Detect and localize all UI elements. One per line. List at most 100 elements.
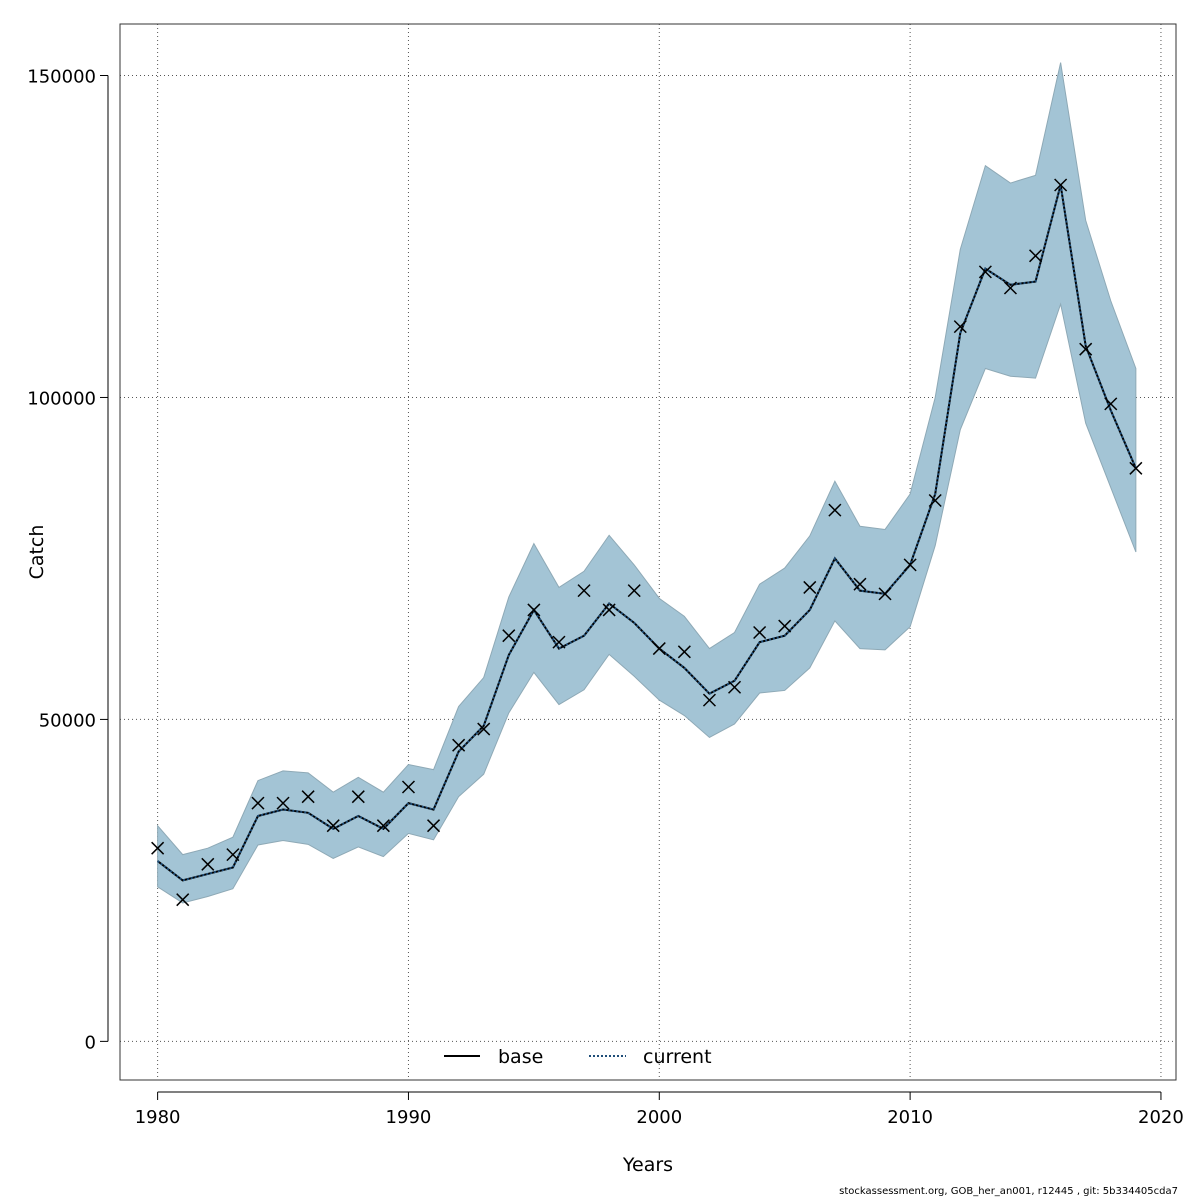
observed-point-1982 — [201, 857, 215, 871]
observed-point-1993 — [477, 722, 491, 736]
observed-point-2010 — [903, 558, 917, 572]
marker-stroke-b — [326, 819, 340, 833]
marker-stroke-b — [226, 848, 240, 862]
observed-point-1984 — [251, 796, 265, 810]
grid — [120, 24, 1176, 1080]
legend-label-base: base — [498, 1046, 543, 1068]
series-line-base — [157, 184, 1137, 882]
observed-point-2001 — [677, 645, 691, 659]
marker-stroke-b — [351, 790, 365, 804]
x-tick-label-2010: 2010 — [887, 1107, 933, 1128]
marker-stroke-b — [878, 587, 892, 601]
observed-markers — [151, 178, 1143, 907]
observed-point-2015 — [1029, 249, 1043, 263]
observed-point-2016 — [1054, 178, 1068, 192]
y-tick-label-150000: 150000 — [27, 67, 96, 88]
observed-point-1994 — [502, 629, 516, 643]
marker-stroke-b — [803, 580, 817, 594]
marker-stroke-b — [1054, 178, 1068, 192]
marker-stroke-b — [953, 320, 967, 334]
observed-point-1991 — [427, 819, 441, 833]
observed-point-2004 — [753, 625, 767, 640]
observed-point-2019 — [1129, 461, 1143, 475]
x-tick-label-2000: 2000 — [636, 1107, 682, 1128]
marker-stroke-b — [1104, 397, 1118, 411]
marker-stroke-b — [201, 857, 215, 871]
y-tick-label-100000: 100000 — [27, 388, 96, 409]
observed-point-1983 — [226, 848, 240, 862]
observed-point-2018 — [1104, 397, 1118, 411]
marker-stroke-b — [1079, 342, 1093, 356]
marker-stroke-b — [828, 503, 842, 517]
marker-stroke-b — [276, 796, 290, 810]
marker-stroke-b — [652, 642, 666, 656]
observed-point-2002 — [702, 693, 716, 707]
marker-stroke-b — [552, 635, 566, 649]
marker-stroke-b — [602, 603, 616, 617]
axes — [100, 75, 1162, 1100]
marker-stroke-b — [502, 629, 516, 643]
marker-stroke-b — [753, 625, 767, 640]
marker-stroke-b — [452, 738, 466, 752]
observed-point-1989 — [376, 819, 390, 833]
observed-point-2003 — [728, 680, 742, 694]
x-tick-label-2020: 2020 — [1138, 1107, 1184, 1128]
observed-point-2006 — [803, 580, 817, 594]
marker-stroke-b — [301, 790, 315, 804]
marker-stroke-b — [853, 577, 867, 591]
observed-point-1981 — [176, 893, 190, 907]
observed-point-2009 — [878, 587, 892, 601]
y-tick-label-50000: 50000 — [39, 710, 96, 731]
marker-stroke-b — [903, 558, 917, 572]
observed-point-2017 — [1079, 342, 1093, 356]
marker-stroke-b — [1003, 281, 1017, 295]
observed-point-1996 — [552, 635, 566, 649]
observed-point-2005 — [778, 619, 792, 633]
observed-point-1999 — [627, 584, 641, 598]
legend-label-current: current — [643, 1046, 712, 1068]
observed-point-2012 — [953, 320, 967, 334]
marker-stroke-b — [527, 603, 541, 617]
observed-point-1985 — [276, 796, 290, 810]
observed-point-1980 — [151, 841, 165, 855]
y-tick-label-0: 0 — [85, 1032, 96, 1053]
marker-stroke-b — [978, 265, 992, 279]
x-tick-label-1980: 1980 — [135, 1107, 181, 1128]
marker-stroke-b — [728, 680, 742, 694]
footer-credit: stockassessment.org, GOB_her_an001, r124… — [839, 1186, 1178, 1197]
marker-stroke-b — [251, 796, 265, 810]
marker-stroke-b — [778, 619, 792, 633]
marker-stroke-b — [1129, 461, 1143, 475]
series-lines — [157, 184, 1137, 882]
observed-point-1997 — [577, 584, 591, 598]
marker-stroke-b — [401, 780, 415, 794]
plot-frame — [119, 23, 1177, 1081]
observed-point-1998 — [602, 603, 616, 617]
observed-point-1987 — [326, 819, 340, 833]
observed-point-1990 — [401, 780, 415, 794]
legend: base current — [444, 1046, 712, 1068]
marker-stroke-b — [151, 841, 165, 855]
observed-point-1986 — [301, 790, 315, 804]
marker-stroke-b — [627, 584, 641, 598]
marker-stroke-b — [477, 722, 491, 736]
observed-point-1988 — [351, 790, 365, 804]
marker-stroke-b — [427, 819, 441, 833]
x-axis-title: Years — [622, 1154, 673, 1176]
observed-point-2007 — [828, 503, 842, 517]
observed-point-2014 — [1003, 281, 1017, 295]
tick-labels: 1980 1990 2000 2010 2020 0 50000 100000 150000 — [27, 67, 1184, 1128]
marker-stroke-b — [677, 645, 691, 659]
confidence-band-area — [157, 62, 1137, 904]
marker-stroke-b — [928, 493, 942, 508]
observed-point-2013 — [978, 265, 992, 279]
observed-point-2000 — [652, 642, 666, 656]
marker-stroke-b — [1029, 249, 1043, 263]
observed-point-2011 — [928, 493, 942, 508]
marker-stroke-b — [577, 584, 591, 598]
observed-point-1995 — [527, 603, 541, 617]
observed-point-1992 — [452, 738, 466, 752]
marker-stroke-b — [702, 693, 716, 707]
marker-stroke-b — [376, 819, 390, 833]
